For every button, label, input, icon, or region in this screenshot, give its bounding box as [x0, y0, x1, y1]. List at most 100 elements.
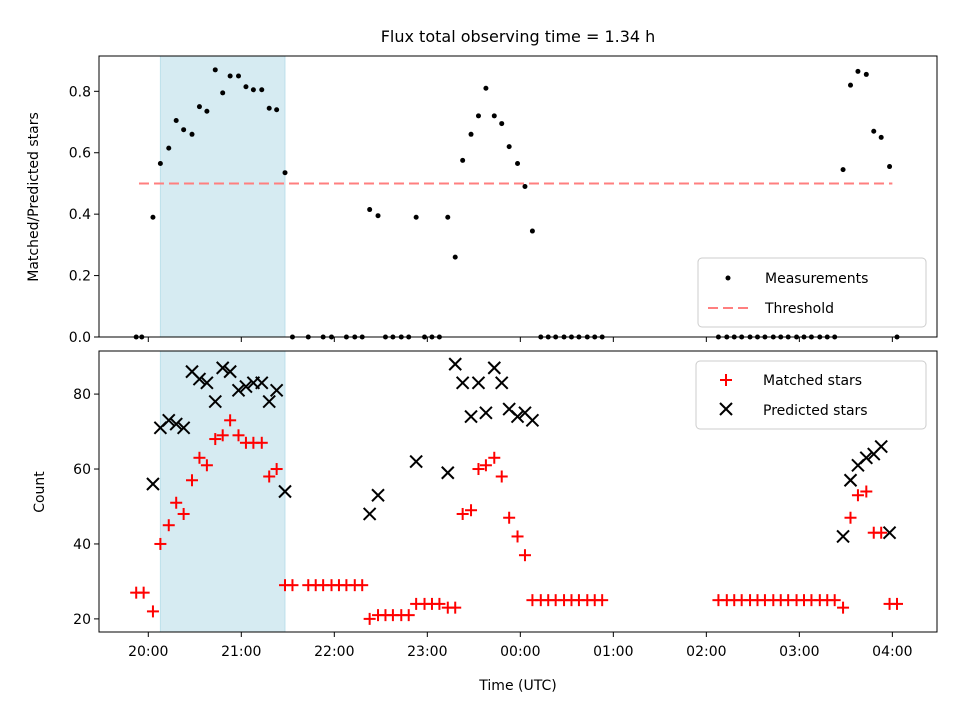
matched-star-point: [495, 470, 508, 483]
top-y-ticks: 0.0 0.2 0.4 0.6 0.8: [69, 84, 99, 346]
matched-star-point: [232, 429, 245, 442]
measurement-point: [452, 254, 458, 260]
x-tick-label: 23:00: [407, 644, 447, 660]
matched-star-point: [154, 537, 167, 550]
measurement-point: [173, 117, 179, 123]
matched-star-point: [363, 612, 376, 625]
measurement-point: [460, 157, 466, 163]
top-legend-frame: [697, 257, 927, 328]
predicted-star-point: [146, 477, 160, 491]
predicted-x-b: [278, 484, 292, 499]
matched-star-point: [170, 496, 183, 509]
matched-star-point: [511, 530, 524, 543]
predicted-x-b: [371, 488, 385, 502]
predicted-x-b: [362, 507, 377, 521]
matched-star-point: [186, 474, 199, 487]
predicted-x-b: [882, 526, 897, 540]
matched-star-point: [356, 579, 369, 592]
measurement-point: [445, 214, 451, 220]
matched-star-point: [209, 433, 222, 446]
predicted-star-point: [487, 361, 501, 375]
predicted-x-b: [231, 383, 246, 398]
predicted-x-b: [409, 454, 423, 469]
x-tick-label: 03:00: [779, 644, 819, 660]
bottom-legend: Matched stars Predicted stars: [695, 360, 927, 430]
matched-star-point: [216, 429, 229, 442]
predicted-star-point: [269, 383, 284, 398]
predicted-x-b: [464, 409, 478, 424]
measurement-point: [220, 90, 226, 96]
matched-star-point: [479, 459, 492, 472]
predicted-star-point: [371, 488, 385, 502]
bottom-panel: 20 40 60 80 20:00 21:00 22:00 23:00 00:00 01:00 0…: [32, 350, 938, 694]
top-highlight-span: [159, 55, 286, 338]
predicted-x-b: [269, 383, 284, 398]
measurement-point: [515, 160, 521, 166]
chart-title: Flux total observing time = 1.34 h: [381, 27, 656, 46]
predicted-star-point: [455, 376, 470, 390]
legend-measurements-label: Measurements: [765, 271, 868, 287]
predicted-star-point: [510, 409, 525, 424]
predicted-x-b: [843, 473, 858, 487]
predicted-star-point: [836, 529, 850, 544]
predicted-x-b: [455, 376, 470, 390]
x-tick-label: 00:00: [500, 644, 540, 660]
measurement-point: [375, 213, 381, 219]
top-y-tick-label: 0.2: [69, 269, 91, 285]
matched-star-point: [263, 470, 276, 483]
measurement-point: [212, 67, 218, 73]
predicted-star-point: [464, 409, 478, 424]
predicted-x-b: [176, 421, 191, 435]
measurement-point: [181, 127, 187, 133]
bottom-highlight-span: [159, 350, 286, 633]
predicted-x-b: [510, 409, 525, 424]
measurement-point: [878, 134, 884, 140]
predicted-star-point: [362, 507, 377, 521]
predicted-star-point: [169, 417, 183, 431]
predicted-star-point: [215, 361, 230, 375]
predicted-star-point: [843, 473, 858, 487]
top-axes-frame: [98, 55, 938, 338]
top-y-tick-label: 0.6: [69, 146, 91, 162]
measurement-point: [204, 108, 210, 114]
predicted-x-b: [495, 376, 509, 390]
top-y-tick-label: 0.8: [69, 84, 91, 100]
matched-star-point: [503, 511, 516, 524]
matched-star-point: [596, 594, 609, 607]
bottom-y-tick-label: 20: [73, 612, 91, 628]
measurement-point: [196, 104, 202, 110]
legend-matched-marker: [720, 374, 732, 386]
bottom-x-ticks: 20:00 21:00 22:00 23:00 00:00 01:00 02:00 03:00…: [128, 632, 913, 660]
predicted-x-b: [448, 357, 462, 371]
measurement-point: [413, 214, 419, 220]
matched-star-point: [402, 609, 415, 622]
predicted-x-b: [215, 361, 230, 375]
predicted-star-point: [495, 376, 509, 390]
matched-star-point: [255, 436, 268, 449]
matched-star-point: [860, 485, 873, 498]
measurement-point: [150, 214, 156, 220]
measurement-point: [475, 113, 481, 119]
legend-matched-label: Matched stars: [763, 373, 862, 389]
measurement-point: [468, 131, 474, 137]
predicted-x-b: [836, 529, 850, 544]
matched-star-point: [828, 594, 841, 607]
matched-star-point: [891, 597, 904, 610]
predicted-star-point: [239, 379, 253, 394]
measurement-point: [499, 121, 505, 127]
matched-star-point: [488, 451, 501, 464]
predicted-star-point: [231, 383, 246, 398]
measurement-point: [871, 128, 877, 134]
measurement-point: [848, 82, 854, 88]
measurement-point: [840, 167, 846, 173]
bottom-y-axis-label: Count: [32, 471, 48, 513]
predicted-star-point: [409, 454, 423, 469]
measurement-point: [529, 228, 535, 234]
matched-star-point: [472, 463, 485, 476]
bottom-y-tick-label: 80: [73, 387, 91, 403]
top-panel: 0.00.20.40.60.8 Matched/Predicted stars …: [26, 55, 938, 346]
predicted-x-b: [471, 376, 486, 390]
predicted-x-b: [162, 413, 176, 428]
x-tick-label: 21:00: [221, 644, 261, 660]
